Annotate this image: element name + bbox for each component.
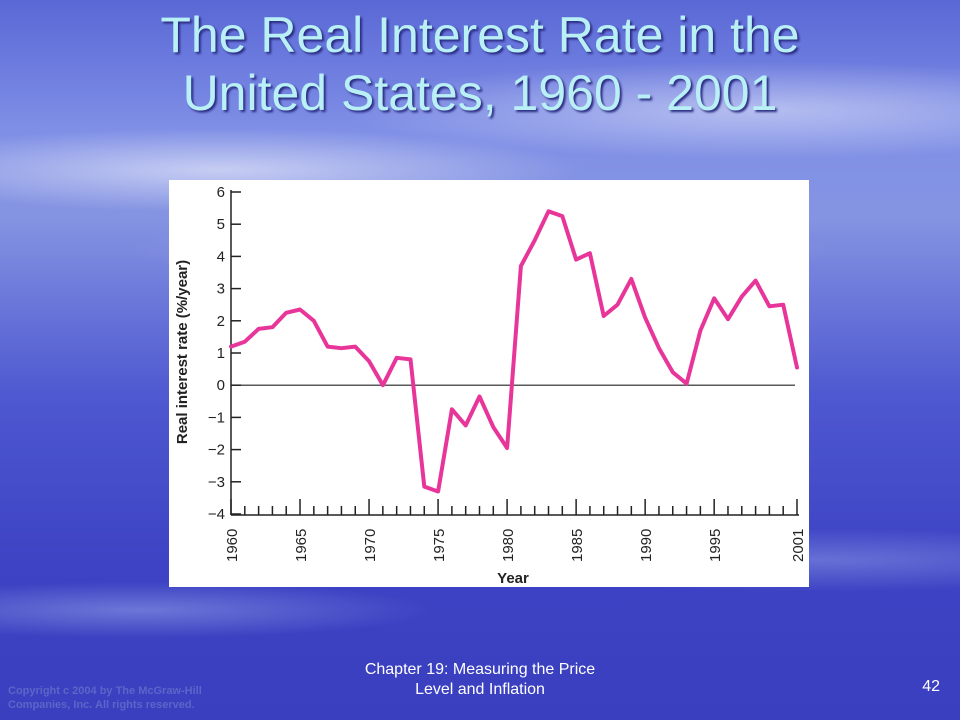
chart-panel: 6 5 4 3 2 1 0 −1 −2 −3 −4 1960 1965 1970 1975 1980 1985… (169, 180, 809, 587)
page-number: 42 (922, 678, 940, 695)
x-tick-label: 2001 (790, 529, 807, 562)
y-tick-label: −1 (208, 409, 225, 426)
x-tick-label: 1965 (293, 529, 310, 562)
y-tick-label: 2 (217, 313, 225, 330)
chapter-caption: Chapter 19: Measuring the Price Level an… (330, 660, 630, 700)
y-tick-label: 4 (217, 248, 225, 265)
slide-title-line-1: The Real Interest Rate in the (160, 7, 800, 63)
y-tick-label: 6 (217, 184, 225, 201)
y-tick-label: −2 (208, 442, 225, 459)
y-tick-label: 3 (217, 281, 225, 298)
copyright-line-2: Companies, Inc. All rights reserved. (8, 699, 195, 711)
y-tick-label: 1 (217, 345, 225, 362)
slide-title-line-2: United States, 1960 - 2001 (182, 65, 778, 121)
y-ticks: 6 5 4 3 2 1 0 −1 −2 −3 −4 (208, 184, 241, 523)
slide-title: The Real Interest Rate in the United Sta… (0, 6, 960, 122)
chapter-caption-line-2: Level and Inflation (415, 681, 545, 698)
x-tick-label: 1960 (224, 529, 241, 562)
y-axis-label: Real interest rate (%/year) (174, 260, 191, 444)
line-chart: 6 5 4 3 2 1 0 −1 −2 −3 −4 1960 1965 1970 1975 1980 1985… (174, 184, 807, 587)
x-tick-label: 1995 (707, 529, 724, 562)
x-ticks: 1960 1965 1970 1975 1980 1985 1990 1995 2001 (224, 499, 807, 562)
copyright-line-1: Copyright c 2004 by The McGraw-Hill (8, 685, 202, 697)
x-tick-label: 1980 (500, 529, 517, 562)
y-tick-label: 0 (217, 377, 225, 394)
x-tick-label: 1985 (569, 529, 586, 562)
x-axis-label: Year (497, 570, 529, 587)
y-tick-label: 5 (217, 216, 225, 233)
chapter-caption-line-1: Chapter 19: Measuring the Price (364, 661, 596, 678)
y-tick-label: −3 (208, 474, 225, 491)
x-tick-label: 1975 (431, 529, 448, 562)
x-tick-label: 1990 (638, 529, 655, 562)
x-tick-label: 1970 (362, 529, 379, 562)
y-tick-label: −4 (208, 506, 225, 523)
series-line (229, 209, 799, 494)
copyright-notice: Copyright c 2004 by The McGraw-Hill Comp… (8, 684, 258, 712)
